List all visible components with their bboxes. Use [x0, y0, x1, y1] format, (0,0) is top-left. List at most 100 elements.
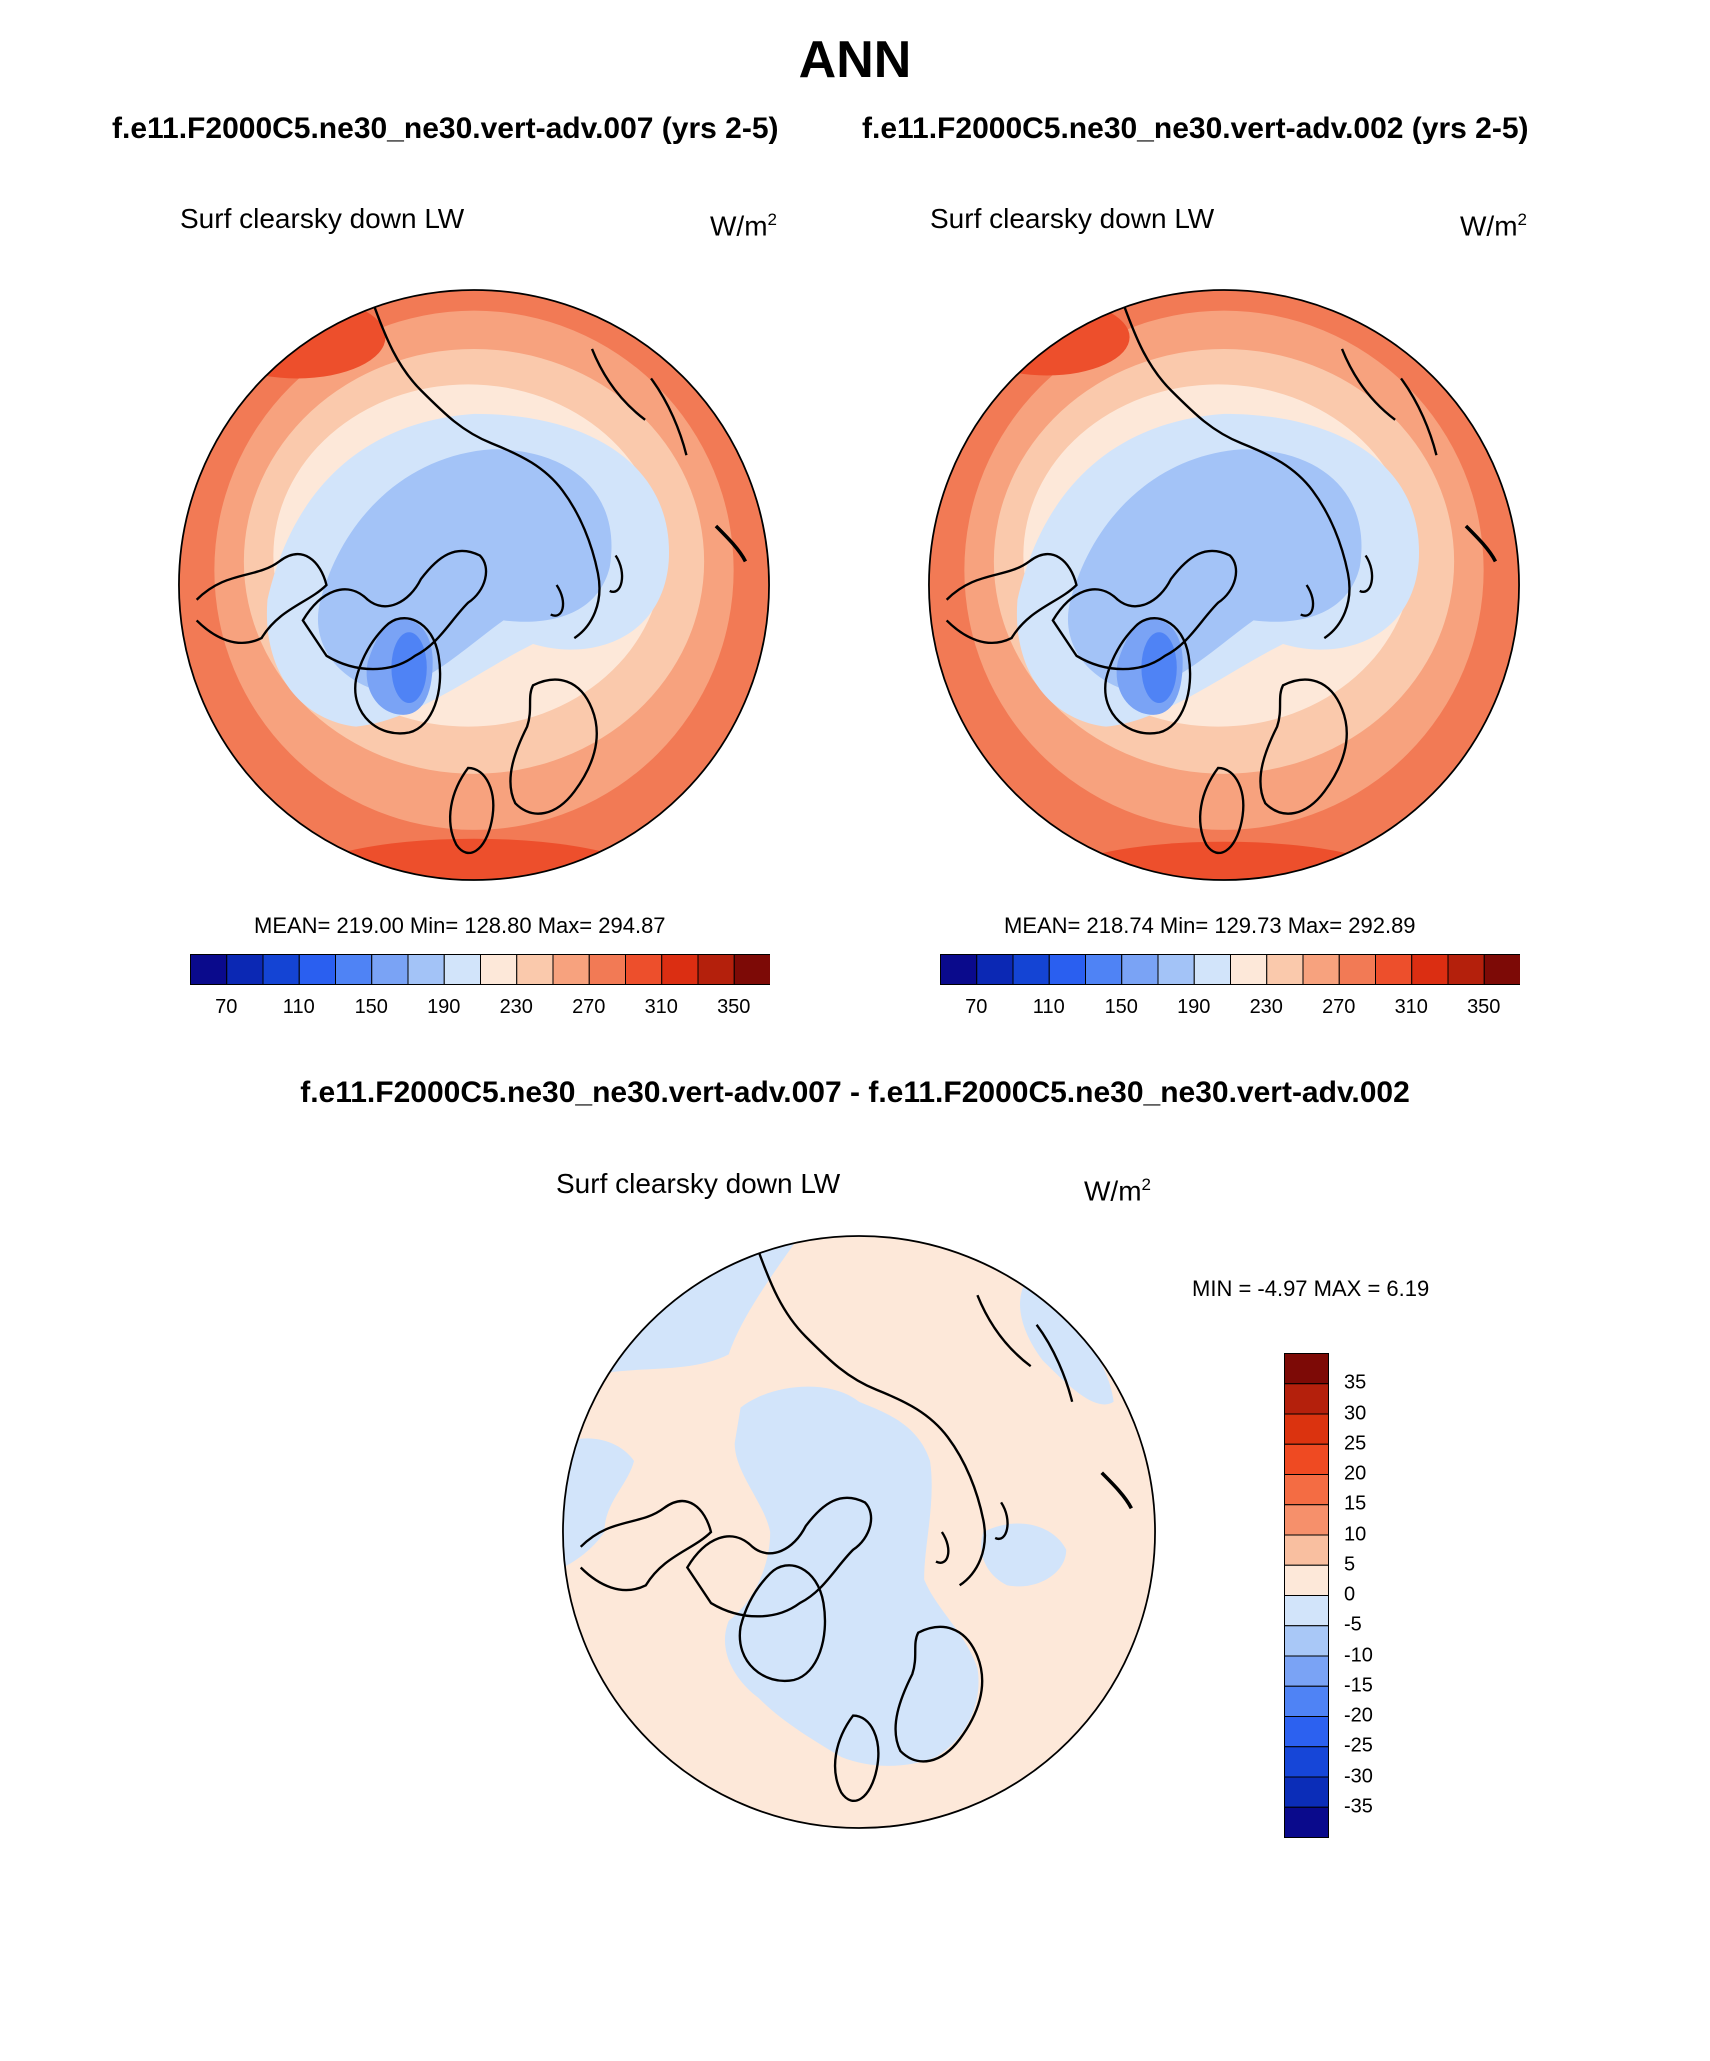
left-panel-units: W/m2	[710, 210, 777, 242]
colorbar-box	[1302, 954, 1340, 985]
colorbar-box	[262, 954, 300, 985]
colorbar-tick-label: -15	[1344, 1674, 1373, 1697]
colorbar-tick-label: -30	[1344, 1765, 1373, 1787]
colorbar-box	[552, 954, 590, 985]
colorbar-tick-label: -10	[1344, 1644, 1373, 1666]
colorbar-box	[1284, 1716, 1329, 1748]
colorbar-tick-label: 20	[1344, 1462, 1367, 1485]
diff-colorbar	[1284, 1353, 1329, 1838]
season-title: ANN	[798, 31, 912, 89]
colorbar-box	[190, 954, 228, 985]
colorbar-tick-label: 70	[215, 996, 238, 1018]
case-title-left: f.e11.F2000C5.ne30_ne30.vert-adv.007 (yr…	[112, 112, 779, 145]
right-polar-map	[928, 289, 1520, 881]
colorbar-box	[1284, 1564, 1329, 1596]
colorbar-box	[1012, 954, 1050, 985]
colorbar-box	[1266, 954, 1304, 985]
colorbar-box	[1284, 1625, 1329, 1657]
colorbar-box	[588, 954, 626, 985]
colorbar-box	[1284, 1383, 1329, 1415]
colorbar-tick-label: 350	[1467, 996, 1501, 1018]
colorbar-tick-label: 270	[572, 996, 606, 1018]
diff-colorbar-labels: 35 30 25 20 15 10 5 0 -5 -10 -15 -20 -25 -30 -35	[1344, 1353, 1404, 1839]
colorbar-box	[1284, 1685, 1329, 1717]
diff-title: f.e11.F2000C5.ne30_ne30.vert-adv.007 - f…	[300, 1076, 1410, 1109]
colorbar-tick-label: 230	[499, 996, 533, 1018]
left-panel-variable: Surf clearsky down LW	[180, 203, 465, 234]
colorbar-box	[516, 954, 554, 985]
colorbar-tick-label: 70	[965, 996, 988, 1018]
right-panel-units: W/m2	[1460, 210, 1527, 242]
colorbar-box	[1085, 954, 1123, 985]
right-panel-stats: MEAN= 218.74 Min= 129.73 Max= 292.89	[1004, 913, 1416, 938]
right-colorbar	[940, 954, 1520, 985]
colorbar-box	[371, 954, 409, 985]
case-title-right: f.e11.F2000C5.ne30_ne30.vert-adv.002 (yr…	[862, 112, 1529, 145]
colorbar-box	[335, 954, 373, 985]
colorbar-tick-label: 35	[1344, 1371, 1367, 1394]
colorbar-box	[443, 954, 481, 985]
diff-panel-variable: Surf clearsky down LW	[556, 1168, 841, 1199]
colorbar-box	[1284, 1534, 1329, 1566]
right-colorbar-labels: 70 110 150 190 230 270 310 350	[940, 996, 1520, 1026]
colorbar-box	[625, 954, 663, 985]
left-colorbar-labels: 70 110 150 190 230 270 310 350	[190, 996, 770, 1026]
colorbar-tick-label: 10	[1344, 1523, 1367, 1545]
colorbar-tick-label: 15	[1344, 1492, 1367, 1515]
colorbar-box	[1284, 1474, 1329, 1506]
colorbar-tick-label: 350	[717, 996, 751, 1018]
colorbar-tick-label: 230	[1249, 996, 1283, 1018]
colorbar-box	[733, 954, 770, 985]
colorbar-tick-label: 25	[1344, 1432, 1367, 1455]
colorbar-tick-label: -35	[1344, 1795, 1373, 1818]
colorbar-tick-label: 110	[1032, 996, 1065, 1018]
colorbar-box	[1284, 1595, 1329, 1627]
colorbar-tick-label: 30	[1344, 1402, 1367, 1424]
colorbar-box	[298, 954, 336, 985]
colorbar-tick-label: 150	[354, 996, 388, 1018]
colorbar-box	[480, 954, 518, 985]
colorbar-box	[1284, 1806, 1329, 1838]
colorbar-tick-label: 310	[1394, 996, 1428, 1018]
left-polar-map	[178, 289, 770, 881]
colorbar-box	[1121, 954, 1159, 985]
colorbar-box	[407, 954, 445, 985]
colorbar-box	[1157, 954, 1195, 985]
colorbar-box	[1284, 1504, 1329, 1536]
colorbar-tick-label: -25	[1344, 1734, 1373, 1757]
diff-panel-units: W/m2	[1084, 1175, 1151, 1207]
colorbar-box	[1193, 954, 1231, 985]
colorbar-box	[1375, 954, 1413, 985]
colorbar-box	[1284, 1655, 1329, 1687]
colorbar-tick-label: 110	[282, 996, 315, 1018]
colorbar-box	[1048, 954, 1086, 985]
colorbar-box	[1447, 954, 1485, 985]
colorbar-tick-label: 150	[1104, 996, 1138, 1018]
colorbar-tick-label: 190	[427, 996, 461, 1018]
colorbar-box	[1411, 954, 1449, 985]
left-panel-stats: MEAN= 219.00 Min= 128.80 Max= 294.87	[254, 913, 666, 938]
colorbar-tick-label: -20	[1344, 1704, 1373, 1727]
colorbar-box	[976, 954, 1014, 985]
colorbar-tick-label: -5	[1344, 1613, 1362, 1636]
colorbar-tick-label: 310	[644, 996, 678, 1018]
left-colorbar	[190, 954, 770, 985]
colorbar-tick-label: 0	[1344, 1583, 1356, 1606]
colorbar-box	[1230, 954, 1268, 985]
colorbar-box	[697, 954, 735, 985]
colorbar-box	[1284, 1353, 1329, 1385]
colorbar-box	[1483, 954, 1520, 985]
diff-panel-stats: MIN = -4.97 MAX = 6.19	[1192, 1276, 1430, 1301]
colorbar-tick-label: 5	[1344, 1553, 1356, 1576]
colorbar-box	[226, 954, 264, 985]
colorbar-box	[1284, 1443, 1329, 1475]
colorbar-box	[1284, 1746, 1329, 1778]
colorbar-box	[1338, 954, 1376, 985]
diff-polar-map	[562, 1235, 1156, 1829]
colorbar-box	[1284, 1776, 1329, 1808]
right-panel-variable: Surf clearsky down LW	[930, 203, 1215, 234]
colorbar-box	[1284, 1413, 1329, 1445]
colorbar-box	[661, 954, 699, 985]
colorbar-box	[940, 954, 978, 985]
colorbar-tick-label: 270	[1322, 996, 1356, 1018]
